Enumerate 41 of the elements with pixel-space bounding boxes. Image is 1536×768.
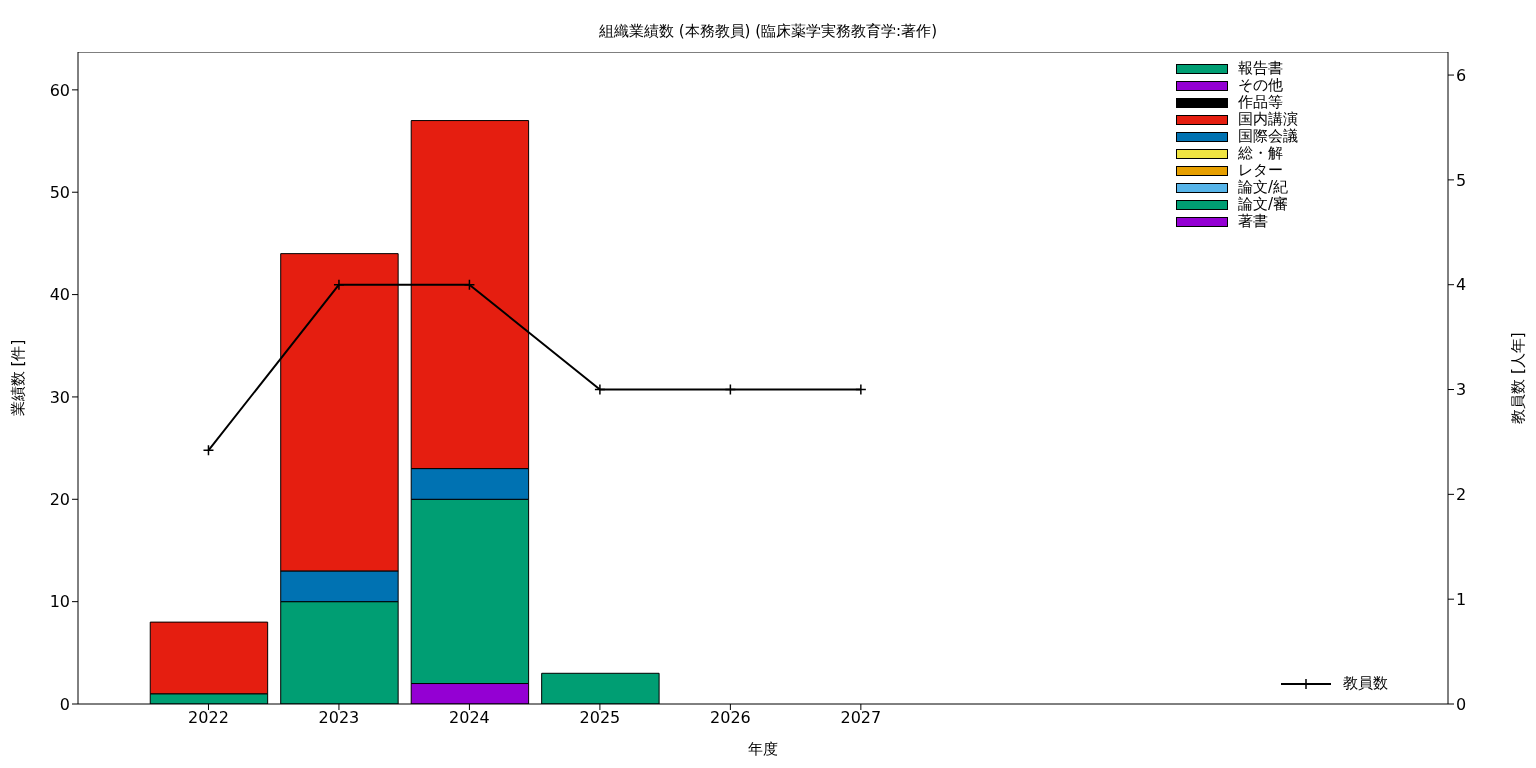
- y-tick-label: 20: [49, 489, 70, 509]
- y-axis-title: 業績数 [件]: [9, 339, 28, 417]
- y-tick-label: 40: [49, 285, 70, 305]
- legend-label: 国際会議: [1238, 127, 1298, 145]
- legend-label: 作品等: [1238, 93, 1283, 111]
- legend-label: 国内講演: [1238, 110, 1298, 128]
- legend-label: 総・解: [1238, 144, 1283, 162]
- x-tick-label: 2027: [840, 708, 882, 728]
- x-tick-label: 2024: [449, 708, 490, 728]
- y-tick-label: 0: [59, 694, 70, 714]
- y2-tick-label: 5: [1456, 170, 1467, 190]
- y2-tick-label: 0: [1456, 694, 1467, 714]
- point: [333, 278, 345, 291]
- x-tick-label: 2026: [710, 708, 751, 728]
- x-tick-label: 2023: [318, 708, 360, 728]
- y2-axis-title: 教員数 [人年]: [1509, 332, 1528, 424]
- point: [724, 383, 737, 396]
- legend-label: 論文/審: [1238, 195, 1289, 213]
- legend-label: 報告書: [1238, 59, 1283, 77]
- point: [594, 383, 606, 396]
- legend-label: 教員数: [1343, 674, 1388, 693]
- point: [202, 444, 215, 457]
- chart-title: 組織業績数 (本務教員) (臨床薬学実務教育学:著作): [598, 22, 938, 41]
- y-tick-label: 30: [49, 387, 70, 407]
- y2-tick-label: 2: [1456, 485, 1467, 505]
- y2-tick-label: 1: [1456, 589, 1467, 609]
- y-tick-label: 60: [49, 80, 70, 100]
- legend-label: その他: [1238, 76, 1283, 94]
- point: [463, 278, 476, 291]
- y2-tick-label: 3: [1456, 380, 1467, 400]
- x-axis-title: 年度: [748, 740, 778, 758]
- y-tick-label: 10: [49, 592, 70, 612]
- legend-label: 論文/紀: [1238, 178, 1289, 196]
- legend-label: レター: [1238, 161, 1283, 179]
- y2-tick-label: 4: [1456, 275, 1467, 295]
- legend-label: 著書: [1238, 212, 1268, 230]
- y2-tick-label: 6: [1456, 65, 1467, 85]
- y-tick-label: 50: [49, 182, 70, 202]
- x-tick-label: 2022: [188, 708, 229, 728]
- x-tick-label: 2025: [579, 708, 621, 728]
- point: [855, 383, 867, 396]
